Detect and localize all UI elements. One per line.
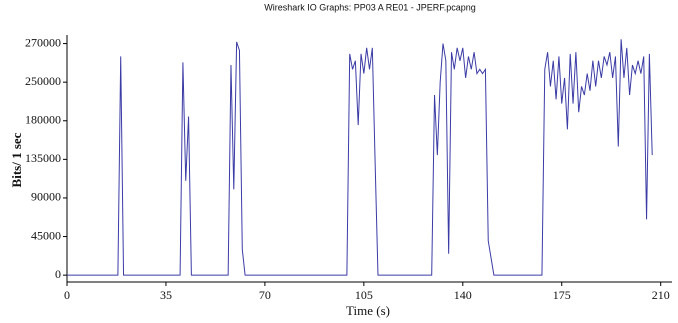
x-tick-label: 35: [160, 288, 172, 302]
x-tick-label: 175: [553, 288, 571, 302]
y-tick-label: 90000: [31, 190, 61, 204]
data-line: [67, 39, 653, 276]
x-tick-label: 70: [259, 288, 271, 302]
y-tick-label: 270000: [25, 35, 61, 49]
chart-title: Wireshark IO Graphs: PP03 A RE01 - JPERF…: [264, 2, 476, 12]
y-tick-label: 135000: [25, 151, 61, 165]
y-tick-label: 250000: [25, 74, 61, 88]
y-tick-label: 45000: [31, 228, 61, 242]
x-tick-label: 140: [454, 288, 472, 302]
y-tick-label: 0: [55, 267, 61, 281]
x-tick-label: 105: [355, 288, 373, 302]
x-axis-label: Time (s): [346, 303, 390, 318]
y-axis-label: Bits/ 1 sec: [9, 132, 24, 187]
y-tick-label: 180000: [25, 113, 61, 127]
x-tick-label: 0: [64, 288, 70, 302]
x-tick-label: 210: [652, 288, 670, 302]
